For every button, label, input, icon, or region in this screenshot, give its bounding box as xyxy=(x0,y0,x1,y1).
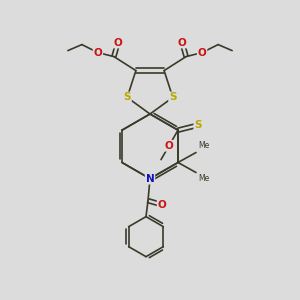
Text: O: O xyxy=(158,200,166,210)
Text: O: O xyxy=(94,48,102,58)
Text: O: O xyxy=(113,38,122,48)
Text: O: O xyxy=(178,38,187,48)
Text: N: N xyxy=(146,174,154,184)
Text: Me: Me xyxy=(198,142,209,151)
Text: S: S xyxy=(123,92,131,102)
Text: S: S xyxy=(169,92,177,102)
Text: O: O xyxy=(198,48,206,58)
Text: O: O xyxy=(165,141,173,151)
Text: Me: Me xyxy=(198,175,209,184)
Text: S: S xyxy=(194,120,202,130)
